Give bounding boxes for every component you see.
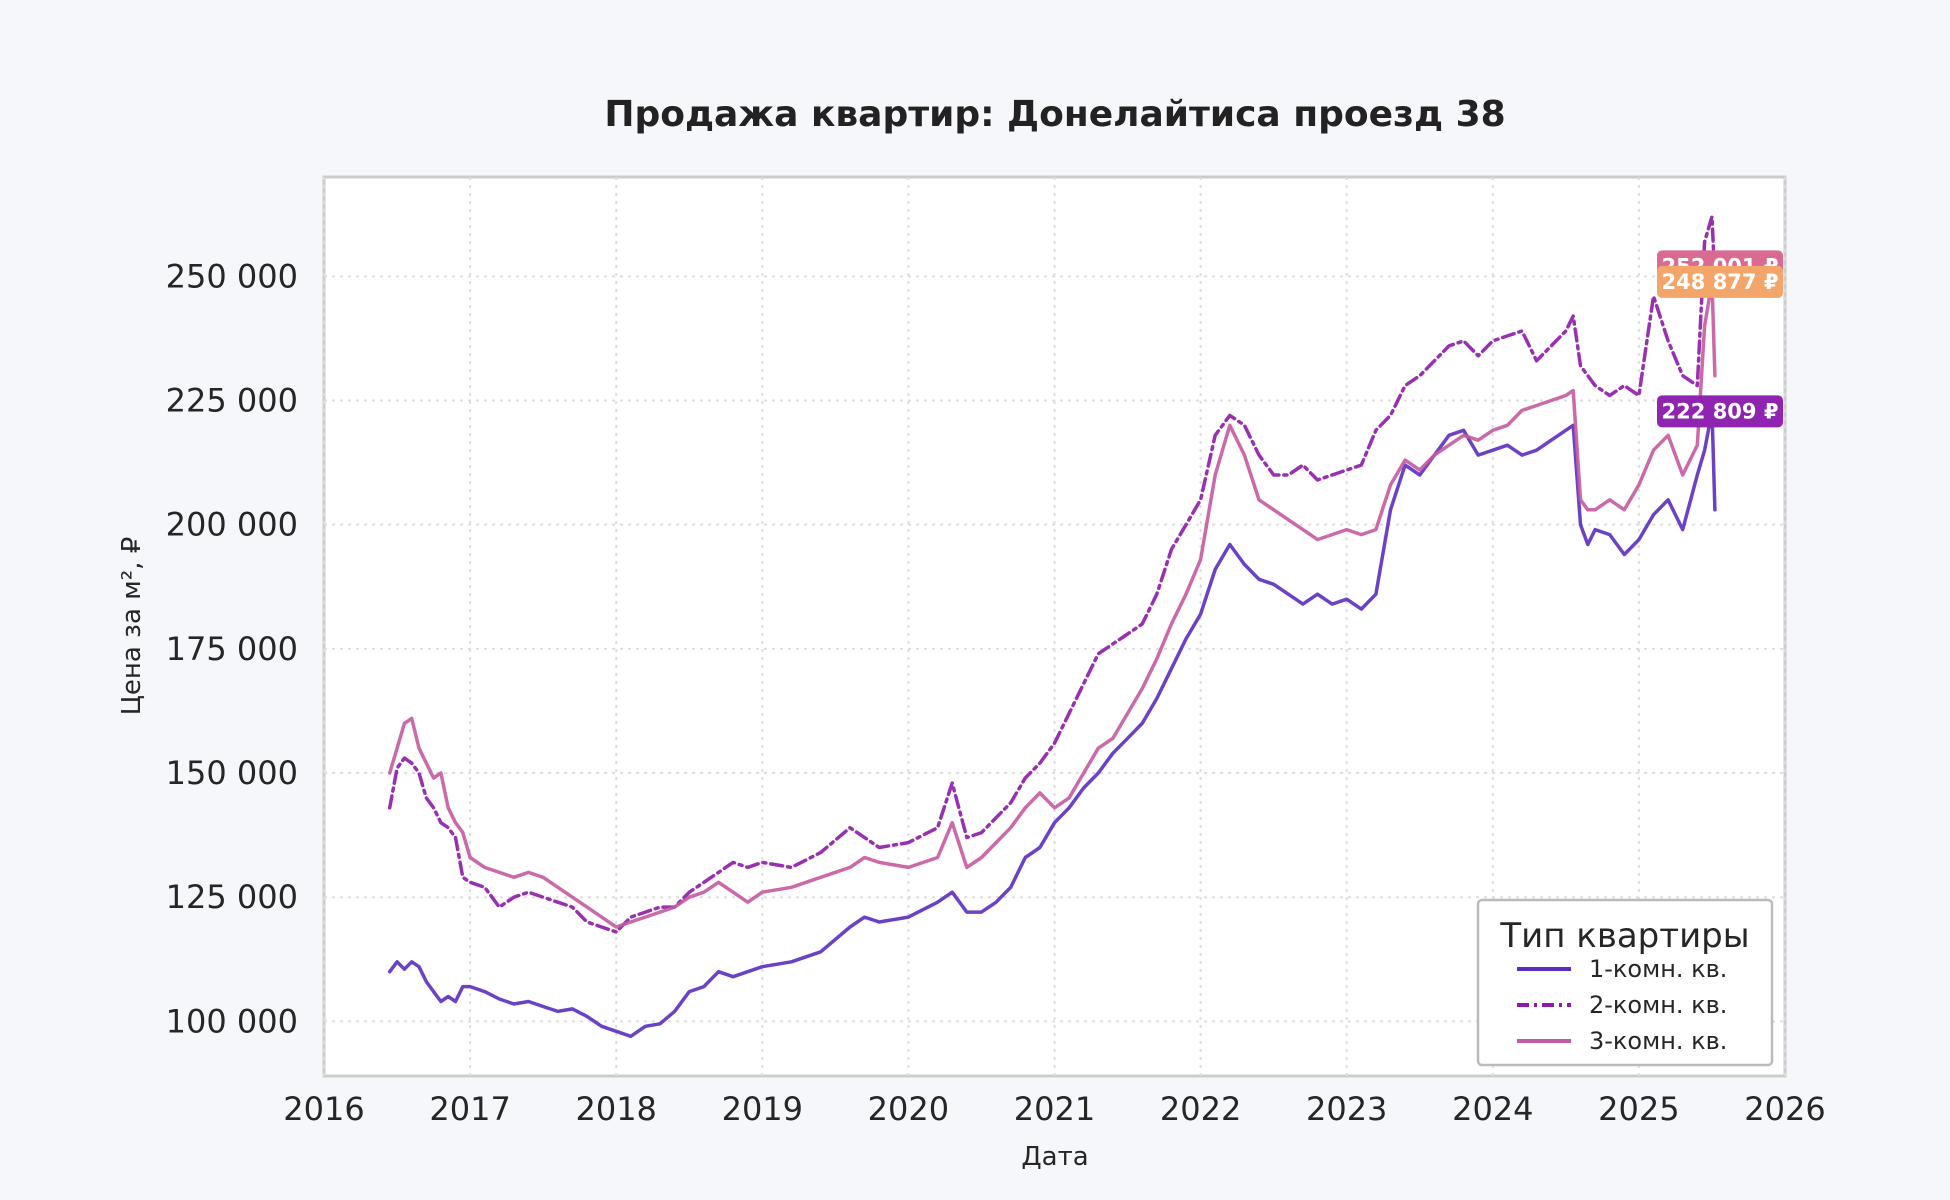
legend: Тип квартиры 1-комн. кв. 2-комн. кв. 3-к…: [1476, 898, 1774, 1067]
legend-entry-3: 3-комн. кв.: [1589, 1027, 1727, 1055]
y-tick-label: 225 000: [166, 382, 298, 420]
x-tick-label: 2019: [722, 1090, 803, 1128]
series-line-2: [387, 214, 1717, 934]
end-value-label-2: 248 877 ₽: [1657, 265, 1783, 298]
legend-entry-2: 2-комн. кв.: [1589, 991, 1727, 1019]
y-tick-label: 250 000: [166, 257, 298, 295]
y-tick-label: 150 000: [166, 754, 298, 792]
end-value-badge: [1657, 395, 1783, 428]
x-tick-label: 2025: [1598, 1090, 1679, 1128]
end-value-text: 248 877 ₽: [1662, 270, 1779, 294]
end-value-badge: [1657, 265, 1783, 298]
legend-title: Тип квартиры: [1499, 916, 1749, 956]
legend-box: [1476, 898, 1774, 1067]
y-tick-label: 200 000: [166, 506, 298, 544]
y-axis-label: Цена за м², ₽: [117, 537, 147, 716]
end-value-text: 222 809 ₽: [1662, 399, 1779, 423]
y-axis-ticks: 100 000 125 000 150 000 175 000 200 000 225 0…: [166, 257, 298, 1040]
series-line-1: [387, 409, 1717, 1039]
x-axis-label: Дата: [1021, 1142, 1088, 1172]
series-line-3: [387, 280, 1717, 929]
chart-title: Продажа квартир: Донелайтиса проезд 38: [604, 94, 1505, 135]
x-tick-label: 2026: [1744, 1090, 1825, 1128]
x-tick-label: 2017: [429, 1090, 510, 1128]
x-tick-label: 2018: [575, 1090, 656, 1128]
y-tick-label: 100 000: [166, 1002, 298, 1040]
series-layer: [387, 214, 1717, 1039]
x-tick-label: 2021: [1014, 1090, 1095, 1128]
x-axis-ticks: 2016 2017 2018 2019 2020 2021 2022 2023 2024 2025…: [283, 1090, 1825, 1128]
x-tick-label: 2016: [283, 1090, 364, 1128]
end-labels: 252 001 ₽248 877 ₽222 809 ₽: [1657, 250, 1783, 428]
x-tick-label: 2022: [1160, 1090, 1241, 1128]
y-tick-label: 125 000: [166, 878, 298, 916]
end-value-label-3: 222 809 ₽: [1657, 395, 1783, 428]
x-tick-label: 2024: [1452, 1090, 1533, 1128]
y-tick-label: 175 000: [166, 630, 298, 668]
x-tick-label: 2020: [868, 1090, 949, 1128]
x-tick-label: 2023: [1306, 1090, 1387, 1128]
legend-entry-1: 1-комн. кв.: [1589, 955, 1727, 983]
